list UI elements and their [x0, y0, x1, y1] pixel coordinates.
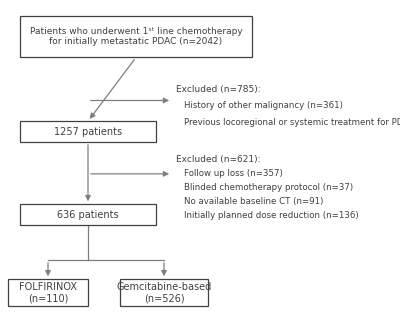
Text: Patients who underwent 1ˢᵗ line chemotherapy
for initially metastatic PDAC (n=20: Patients who underwent 1ˢᵗ line chemothe… [30, 27, 242, 46]
Text: Excluded (n=621):: Excluded (n=621): [176, 155, 260, 164]
Text: 1257 patients: 1257 patients [54, 127, 122, 137]
FancyBboxPatch shape [20, 16, 252, 57]
Text: No available baseline CT (n=91): No available baseline CT (n=91) [184, 197, 323, 206]
Text: Excluded (n=785):: Excluded (n=785): [176, 85, 261, 93]
Text: Follow up loss (n=357): Follow up loss (n=357) [184, 169, 283, 178]
Text: Previous locoregional or systemic treatment for PDAC  (n=424): Previous locoregional or systemic treatm… [184, 118, 400, 127]
FancyBboxPatch shape [120, 279, 208, 306]
Text: Initially planned dose reduction (n=136): Initially planned dose reduction (n=136) [184, 211, 359, 220]
Text: Blinded chemotherapy protocol (n=37): Blinded chemotherapy protocol (n=37) [184, 183, 353, 192]
Text: History of other malignancy (n=361): History of other malignancy (n=361) [184, 101, 343, 110]
Text: 636 patients: 636 patients [57, 210, 119, 219]
Text: FOLFIRINOX
(n=110): FOLFIRINOX (n=110) [19, 282, 77, 303]
FancyBboxPatch shape [20, 204, 156, 225]
FancyBboxPatch shape [8, 279, 88, 306]
Text: Gemcitabine-based
(n=526): Gemcitabine-based (n=526) [116, 282, 212, 303]
FancyBboxPatch shape [20, 121, 156, 142]
